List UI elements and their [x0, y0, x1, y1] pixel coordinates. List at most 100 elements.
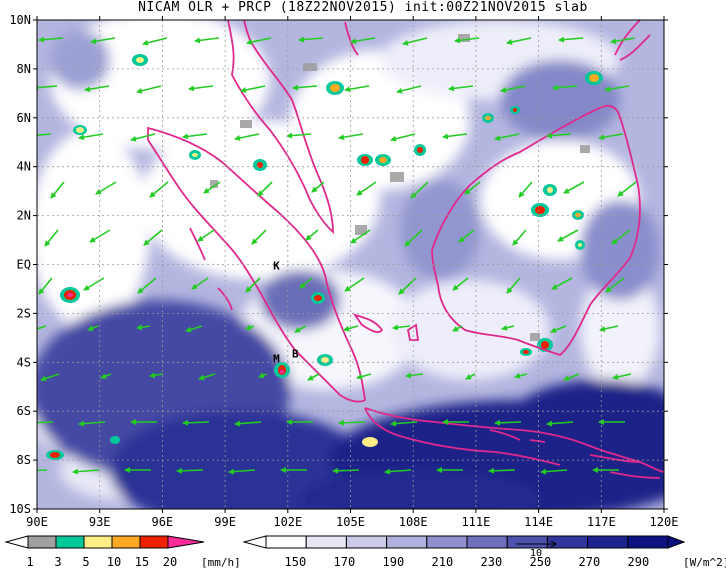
lat-label: 2N [17, 209, 31, 223]
olr-bar-swatch [305, 535, 347, 549]
wind-arrow [598, 133, 624, 141]
vector-scale-label: 10 [530, 548, 542, 559]
wind-arrow [396, 85, 422, 94]
wind-arrow [182, 133, 208, 140]
wind-arrow [84, 85, 110, 93]
lat-label: 10S [9, 502, 31, 516]
olr-bar-label: 170 [334, 555, 356, 569]
precip-bar-label: 5 [82, 555, 89, 569]
wind-arrow [332, 467, 360, 474]
wind-arrow [137, 277, 157, 294]
wind-arrow [448, 85, 474, 92]
lat-label: 8S [17, 453, 31, 467]
olr-bar-swatch [265, 535, 307, 549]
axis-ticks [33, 16, 668, 513]
wind-arrow [44, 229, 59, 247]
precip-bar-label: 10 [107, 555, 121, 569]
wind-arrow [149, 181, 169, 198]
wind-arrow [83, 277, 105, 291]
wind-arrow [203, 181, 221, 194]
wind-arrow [149, 372, 164, 379]
wind-arrow [245, 277, 261, 293]
wind-arrow [100, 373, 112, 379]
wind-arrow [506, 277, 521, 294]
lat-label: 6N [17, 111, 31, 125]
olr-bar-label: 210 [432, 555, 454, 569]
lon-label: 96E [152, 515, 174, 529]
olr-bar-label: 290 [628, 555, 650, 569]
wind-arrow [452, 325, 463, 332]
wind-arrow [37, 421, 54, 424]
latitude-labels: 10N 8N 6N 4N 2N EQ 2S 4S 6S 8S 10S [9, 13, 31, 516]
olr-bar-label: 230 [481, 555, 503, 569]
wind-arrow [294, 325, 307, 333]
precip-bar-swatch [83, 535, 113, 549]
lon-label: 90E [26, 515, 48, 529]
wind-arrow [176, 467, 204, 474]
wind-arrow [356, 181, 377, 196]
place-annotations: K BM [273, 259, 299, 365]
olr-bar-label: 190 [383, 555, 405, 569]
place-annotation: B [292, 347, 299, 360]
olr-bar-low-end [242, 535, 267, 549]
wind-arrow [500, 85, 526, 93]
wind-arrow [78, 420, 106, 427]
precip-cell [46, 54, 603, 460]
wind-arrow [612, 373, 632, 380]
lat-lon-grid [37, 20, 664, 509]
olr-bar-swatch [506, 535, 548, 549]
wind-arrow [198, 373, 216, 381]
wind-arrow [551, 277, 573, 290]
wind-arrow [40, 373, 60, 382]
precip-bar-swatch [139, 535, 169, 549]
wind-arrow [185, 325, 203, 333]
precip-bar-label: 1 [26, 555, 33, 569]
wind-arrow [299, 277, 313, 289]
wind-arrow [392, 324, 411, 331]
lat-label: 2S [17, 306, 31, 320]
longitude-labels: 90E 93E 96E 99E 102E 105E 108E 111E 114E 117E 120E [26, 515, 678, 529]
wind-arrow [506, 37, 532, 45]
place-annotation: K [273, 259, 280, 272]
olr-bar-label: 270 [579, 555, 601, 569]
wind-arrow [78, 133, 104, 141]
vector-reference: 10 [516, 540, 557, 559]
wind-arrow [464, 181, 481, 195]
wind-arrow [494, 419, 522, 426]
wind-arrow [182, 419, 210, 426]
wind-arrow [258, 372, 268, 379]
lon-label: 93E [89, 515, 111, 529]
wind-arrow [518, 181, 533, 198]
wind-arrow [546, 132, 572, 139]
olr-bar-swatch [386, 535, 428, 549]
wind-arrow [245, 324, 255, 331]
wind-arrow [90, 37, 116, 45]
precip-bar-swatch [111, 535, 141, 549]
olr-bar-swatch [466, 535, 508, 549]
olr-bar-swatch [587, 535, 629, 549]
wind-arrow [251, 229, 267, 245]
lat-label: 8N [17, 62, 31, 76]
wind-arrow [356, 373, 372, 380]
lon-label: 99E [214, 515, 236, 529]
wind-arrow [563, 181, 585, 194]
lat-label: 4S [17, 355, 31, 369]
precip-bar-low-end [4, 535, 29, 549]
wind-arrow [197, 229, 215, 242]
wind-arrow [246, 37, 272, 45]
precip-colorbar: 1 3 5 10 15 20 [4, 535, 205, 569]
wind-arrow [465, 373, 476, 380]
wind-arrow [454, 37, 480, 44]
wind-arrow [292, 84, 318, 91]
wind-arrow [552, 84, 578, 91]
wind-arrow [410, 181, 429, 199]
map-title: NICAM OLR + PRCP (18Z22NOV2015) init:00Z… [138, 0, 588, 15]
wind-arrow [50, 181, 65, 199]
wind-arrow [384, 468, 412, 475]
wind-arrow [234, 420, 262, 427]
wind-arrow [611, 229, 631, 245]
wind-arrow [452, 277, 469, 291]
wind-arrow [605, 277, 625, 293]
olr-bar-swatch [345, 535, 388, 549]
lat-label: 10N [9, 13, 31, 27]
